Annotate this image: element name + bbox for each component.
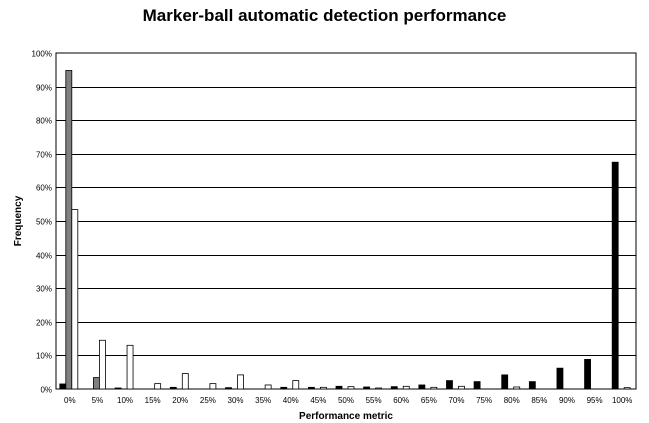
x-tick-label: 50% — [338, 396, 354, 405]
bar — [375, 387, 383, 390]
bar — [430, 386, 438, 390]
bar — [501, 374, 509, 390]
x-tick-label: 20% — [172, 396, 188, 405]
bar — [237, 374, 244, 390]
y-tick-label: 70% — [36, 151, 52, 160]
bar — [292, 380, 300, 390]
y-tick-label: 100% — [32, 50, 52, 59]
x-tick-label: 75% — [476, 396, 492, 405]
bar — [307, 386, 315, 390]
x-tick-label: 30% — [228, 396, 244, 405]
y-tick-label: 80% — [36, 117, 52, 126]
bar — [225, 387, 232, 390]
bar — [446, 380, 453, 390]
x-tick-label: 15% — [145, 396, 161, 405]
y-tick-label: 20% — [36, 319, 52, 328]
bar — [209, 383, 217, 390]
x-axis-title: Performance metric — [299, 411, 393, 422]
y-tick-label: 90% — [36, 84, 52, 93]
x-tick-label: 70% — [448, 396, 464, 405]
x-tick-label: 10% — [117, 396, 133, 405]
bar — [264, 384, 272, 390]
bar — [280, 386, 288, 390]
chart-title: Marker-ball automatic detection performa… — [142, 6, 507, 25]
x-axis-tick-labels: 0% 5% 10% 15% 20% 25% 30% 35% 40% 45% 50% 55% 60% 65%… — [64, 396, 632, 405]
x-tick-label: 80% — [504, 396, 520, 405]
bar — [556, 367, 564, 390]
bar — [390, 386, 398, 390]
bar — [347, 386, 355, 390]
y-tick-label: 40% — [36, 252, 52, 261]
bar — [513, 386, 521, 390]
x-tick-label: 40% — [283, 396, 299, 405]
y-tick-label: 0% — [40, 386, 52, 395]
bar — [528, 381, 536, 390]
bar — [473, 381, 481, 390]
bar — [114, 387, 122, 390]
bar — [335, 385, 343, 390]
y-tick-label: 10% — [36, 352, 52, 361]
x-tick-label: 45% — [310, 396, 326, 405]
x-tick-label: 95% — [587, 396, 603, 405]
bar — [65, 70, 73, 390]
bar — [93, 377, 100, 390]
x-tick-label: 65% — [421, 396, 437, 405]
x-tick-label: 25% — [200, 396, 216, 405]
y-axis-title: Frequency — [13, 195, 24, 246]
x-tick-label: 35% — [255, 396, 271, 405]
x-tick-label: 0% — [64, 396, 76, 405]
bar — [169, 386, 177, 390]
bar — [59, 383, 67, 390]
bar — [126, 344, 134, 390]
bar — [458, 385, 465, 390]
y-axis-tick-labels: 0% 10% 20% 30% 40% 50% 60% 70% 80% 90% 100% — [32, 50, 52, 395]
bar — [623, 387, 631, 390]
x-tick-label: 5% — [92, 396, 104, 405]
bar — [154, 383, 162, 390]
bar — [611, 161, 619, 390]
bar — [402, 385, 410, 390]
x-tick-label: 85% — [531, 396, 547, 405]
x-tick-label: 60% — [393, 396, 409, 405]
bar — [99, 339, 106, 390]
x-tick-label: 55% — [366, 396, 382, 405]
bar — [363, 386, 371, 390]
x-tick-label: 100% — [612, 396, 632, 405]
y-tick-label: 30% — [36, 285, 52, 294]
plot-area — [55, 52, 637, 390]
bar — [418, 384, 426, 390]
bars — [59, 70, 631, 390]
bar — [71, 209, 79, 390]
bar — [584, 359, 591, 390]
bar — [319, 386, 327, 390]
gridlines — [56, 87, 636, 356]
bar — [181, 373, 189, 390]
y-tick-label: 50% — [36, 218, 52, 227]
y-tick-label: 60% — [36, 184, 52, 193]
x-tick-label: 90% — [559, 396, 575, 405]
